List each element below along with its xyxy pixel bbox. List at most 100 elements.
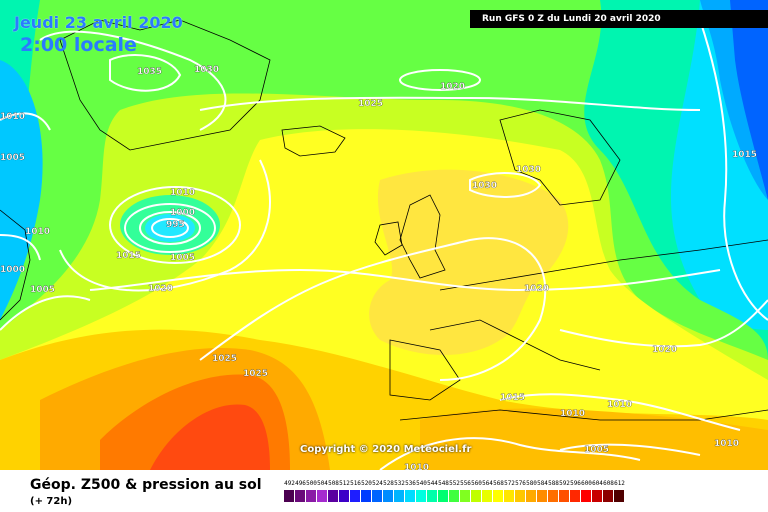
field-warm-yellow: [369, 169, 569, 355]
scale-label: 540: [416, 480, 427, 487]
isobar-label: 1000: [170, 208, 195, 218]
scale-swatch: [537, 490, 548, 502]
isobar-label: 1030: [472, 181, 497, 191]
isobar-labels: 1035 1030 1020 1025 1010 1005 1010 1000 …: [0, 65, 757, 470]
scale-swatch: [548, 490, 559, 502]
scale-label: 552: [449, 480, 460, 487]
isobar-label: 1010: [170, 188, 195, 198]
isobar-1010-south: [379, 437, 641, 470]
isobar-label: 1010: [25, 227, 50, 237]
isobar-label: 1025: [243, 369, 268, 379]
scale-swatch: [460, 490, 471, 502]
scale-label: 528: [383, 480, 394, 487]
scale-label: 532: [394, 480, 405, 487]
isobar-label: 1000: [0, 265, 25, 275]
scale-swatch: [592, 490, 603, 502]
scale-label: 560: [471, 480, 482, 487]
isobar-label: 1005: [0, 153, 25, 163]
field-south-orange: [420, 408, 768, 470]
isobar-1035: [109, 54, 182, 92]
scale-label: 596: [570, 480, 581, 487]
scale-swatch: [394, 490, 405, 502]
scale-label: 588: [548, 480, 559, 487]
run-info-banner: Run GFS 0 Z du Lundi 20 avril 2020: [470, 10, 768, 28]
isobar-label: 1035: [137, 67, 162, 77]
isobar-label: 1030: [516, 165, 541, 175]
scandinavia-coast: [499, 109, 621, 206]
isobar-995: [151, 218, 189, 238]
isobar-label: 1015: [116, 251, 141, 261]
scale-label: 580: [526, 480, 537, 487]
scale-label: 612: [614, 480, 625, 487]
scale-swatch: [581, 490, 592, 502]
scale-swatch: [427, 490, 438, 502]
forecast-local-time: 2:00 locale: [20, 34, 137, 56]
scale-swatch: [471, 490, 482, 502]
north-america-coast: [0, 209, 31, 321]
color-scale-bar: [284, 490, 625, 502]
scale-swatch: [482, 490, 493, 502]
scale-label: 500: [306, 480, 317, 487]
scale-label: 524: [372, 480, 383, 487]
scale-label: 504: [317, 480, 328, 487]
isobar-1015-east: [699, 19, 768, 321]
isobar-1010: [109, 186, 241, 264]
scale-swatch: [328, 490, 339, 502]
isobar-label: 1005: [30, 285, 55, 295]
scale-swatch: [361, 490, 372, 502]
isobar-1030-east: [469, 172, 542, 198]
isobar-label: 1020: [440, 82, 465, 92]
scale-swatch: [504, 490, 515, 502]
field-blue-west: [0, 60, 43, 320]
isobar-label: 1020: [148, 284, 173, 294]
isobar-1000: [139, 211, 201, 245]
scale-label: 576: [515, 480, 526, 487]
great-britain-coast: [399, 194, 446, 279]
scale-label: 492: [284, 480, 295, 487]
scale-swatch: [493, 490, 504, 502]
scale-label: 592: [559, 480, 570, 487]
legend-title: Géop. Z500 & pression au sol: [30, 477, 262, 493]
scale-swatch: [515, 490, 526, 502]
isobar-1010-west: [0, 112, 51, 131]
isobar-1030-west: [39, 30, 227, 131]
forecast-date: Jeudi 23 avril 2020: [14, 13, 183, 32]
europe-coast: [389, 239, 768, 401]
scale-label: 512: [339, 480, 350, 487]
scale-swatch: [614, 490, 625, 502]
scale-swatch: [372, 490, 383, 502]
isobar-1010-sw: [0, 234, 41, 261]
isobar-label: 1010: [607, 400, 632, 410]
isobar-label: 995: [166, 220, 185, 230]
isobar-label: 1010: [404, 463, 429, 470]
isobar-1020-mid: [89, 268, 721, 292]
iceland-coast: [281, 125, 346, 157]
scale-label: 508: [328, 480, 339, 487]
scale-label: 520: [361, 480, 372, 487]
scale-swatch: [438, 490, 449, 502]
isobar-label: 1010: [560, 409, 585, 419]
isobar-label: 1025: [212, 354, 237, 364]
isobar-label: 1030: [194, 65, 219, 75]
isobar-label: 1020: [524, 284, 549, 294]
isobar-1005: [124, 203, 216, 253]
legend-subtitle: (+ 72h): [30, 496, 73, 507]
isobar-label: 1015: [732, 150, 757, 160]
scale-swatch: [603, 490, 614, 502]
isobar-1015-south: [499, 393, 741, 431]
scale-swatch: [339, 490, 350, 502]
greenland-coast: [59, 19, 271, 151]
isobar-1005-west: [0, 295, 91, 331]
scale-swatch: [405, 490, 416, 502]
scale-swatch: [350, 490, 361, 502]
scale-swatch: [317, 490, 328, 502]
scale-label: 548: [438, 480, 449, 487]
scale-swatch: [416, 490, 427, 502]
legend-footer: Géop. Z500 & pression au sol (+ 72h) 492…: [0, 470, 768, 512]
scale-label: 600: [581, 480, 592, 487]
isobar-label: 1020: [652, 345, 677, 355]
scale-swatch: [559, 490, 570, 502]
isobar-label: 1005: [170, 253, 195, 263]
north-africa-coast: [399, 409, 768, 421]
scale-label: 564: [482, 480, 493, 487]
